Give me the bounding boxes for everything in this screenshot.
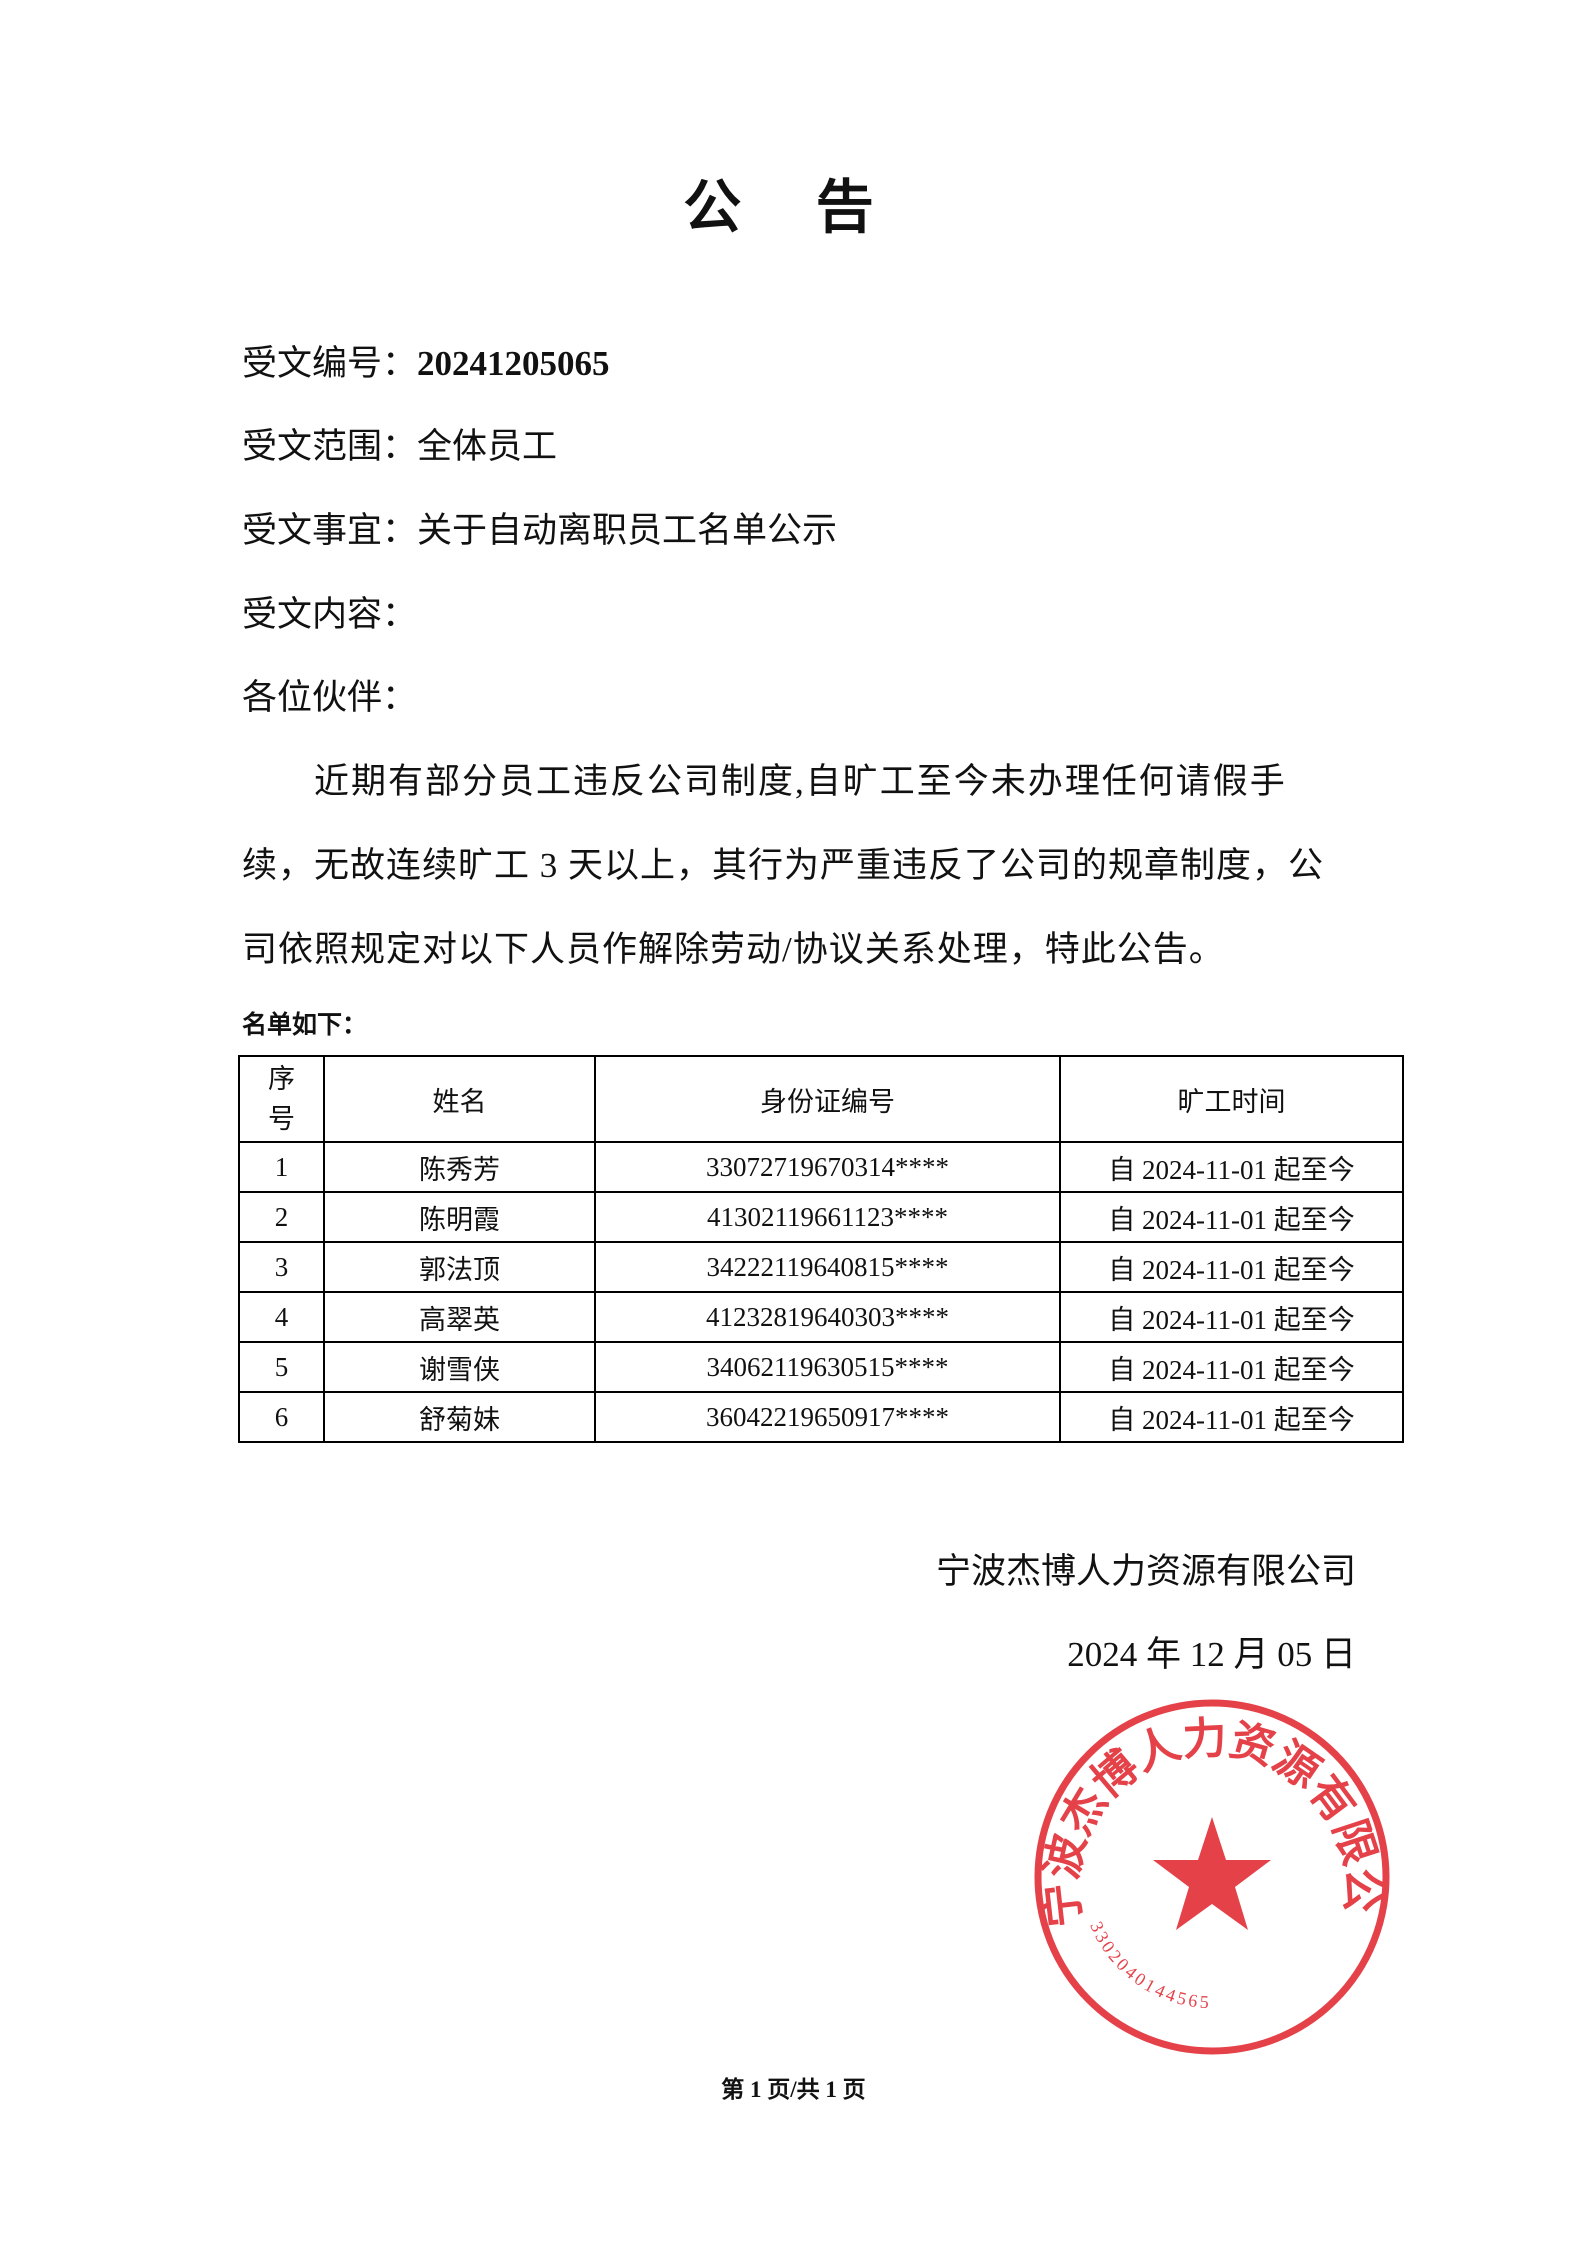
header-absence: 旷工时间 bbox=[1059, 1055, 1404, 1143]
header-name: 姓名 bbox=[323, 1055, 596, 1143]
signature-date: 2024 年 12 月 05 日 bbox=[1067, 1635, 1356, 1674]
field-content: 受文内容： bbox=[242, 590, 417, 640]
dismissal-table: 序号 姓名 身份证编号 旷工时间 1 陈秀芳 33072719670314**** 自… bbox=[238, 1055, 1404, 1443]
cell-absence: 自 2024-11-01 起至今 bbox=[1059, 1141, 1404, 1193]
cell-id: 33072719670314**** bbox=[594, 1141, 1061, 1193]
cell-id: 41232819640303**** bbox=[594, 1291, 1061, 1343]
company-seal: 宁波杰博人力资源有限公司 3302040144565 bbox=[1030, 1695, 1390, 2055]
cell-name: 陈明霞 bbox=[323, 1191, 596, 1243]
star-icon bbox=[1153, 1817, 1271, 1930]
field-label: 受文编号： bbox=[242, 344, 418, 383]
body-line-3: 司依照规定对以下人员作解除劳动/协议关系处理，特此公告。 bbox=[242, 930, 1225, 969]
field-label: 受文事宜： bbox=[242, 511, 418, 550]
cell-index: 1 bbox=[238, 1141, 325, 1193]
table-row: 2 陈明霞 41302119661123**** 自 2024-11-01 起至今 bbox=[238, 1191, 1404, 1243]
table-row: 1 陈秀芳 33072719670314**** 自 2024-11-01 起至今 bbox=[238, 1141, 1404, 1193]
cell-absence: 自 2024-11-01 起至今 bbox=[1059, 1291, 1404, 1343]
cell-index: 2 bbox=[238, 1191, 325, 1243]
cell-id: 36042219650917**** bbox=[594, 1391, 1061, 1443]
header-index: 序号 bbox=[238, 1055, 325, 1143]
cell-index: 6 bbox=[238, 1391, 325, 1443]
cell-id: 41302119661123**** bbox=[594, 1191, 1061, 1243]
table-row: 3 郭法顶 34222119640815**** 自 2024-11-01 起至今 bbox=[238, 1241, 1404, 1293]
cell-index: 3 bbox=[238, 1241, 325, 1293]
seal-number: 3302040144565 bbox=[1086, 1918, 1212, 2012]
field-label: 受文范围： bbox=[242, 427, 418, 466]
cell-name: 高翠英 bbox=[323, 1291, 596, 1343]
page-footer: 第 1 页/共 1 页 bbox=[721, 2077, 866, 2102]
table-row: 4 高翠英 41232819640303**** 自 2024-11-01 起至今 bbox=[238, 1291, 1404, 1343]
cell-index: 4 bbox=[238, 1291, 325, 1343]
field-value: 关于自动离职员工名单公示 bbox=[417, 511, 838, 550]
signature-company: 宁波杰博人力资源有限公司 bbox=[935, 1552, 1356, 1591]
cell-absence: 自 2024-11-01 起至今 bbox=[1059, 1241, 1404, 1293]
document-title: 公 告 bbox=[683, 175, 904, 240]
cell-id: 34222119640815**** bbox=[594, 1241, 1061, 1293]
cell-absence: 自 2024-11-01 起至今 bbox=[1059, 1341, 1404, 1393]
greeting: 各位伙伴： bbox=[242, 678, 418, 717]
table-header-row: 序号 姓名 身份证编号 旷工时间 bbox=[238, 1055, 1404, 1143]
cell-index: 5 bbox=[238, 1341, 325, 1393]
field-value: 全体员工 bbox=[417, 427, 558, 466]
table-row: 5 谢雪侠 34062119630515**** 自 2024-11-01 起至今 bbox=[238, 1341, 1404, 1393]
cell-absence: 自 2024-11-01 起至今 bbox=[1059, 1191, 1404, 1243]
cell-id: 34062119630515**** bbox=[594, 1341, 1061, 1393]
body-line-1: 近期有部分员工违反公司制度,自旷工至今未办理任何请假手 bbox=[314, 762, 1287, 801]
cell-name: 谢雪侠 bbox=[323, 1341, 596, 1393]
header-text: 序号 bbox=[268, 1064, 295, 1134]
seal-ring bbox=[1034, 1699, 1390, 2055]
cell-name: 陈秀芳 bbox=[323, 1141, 596, 1193]
field-scope: 受文范围：全体员工 bbox=[242, 422, 557, 472]
list-label: 名单如下： bbox=[242, 1012, 368, 1039]
field-subject: 受文事宜：关于自动离职员工名单公示 bbox=[242, 506, 837, 556]
body-line-2: 续，无故连续旷工 3 天以上，其行为严重违反了公司的规章制度，公 bbox=[242, 846, 1325, 885]
cell-absence: 自 2024-11-01 起至今 bbox=[1059, 1391, 1404, 1443]
field-label: 受文内容： bbox=[242, 595, 418, 634]
table-row: 6 舒菊妹 36042219650917**** 自 2024-11-01 起至今 bbox=[238, 1391, 1404, 1443]
cell-name: 舒菊妹 bbox=[323, 1391, 596, 1443]
field-doc-number: 受文编号：20241205065 bbox=[242, 339, 610, 389]
field-value: 20241205065 bbox=[417, 344, 610, 383]
header-id: 身份证编号 bbox=[594, 1055, 1061, 1143]
cell-name: 郭法顶 bbox=[323, 1241, 596, 1293]
